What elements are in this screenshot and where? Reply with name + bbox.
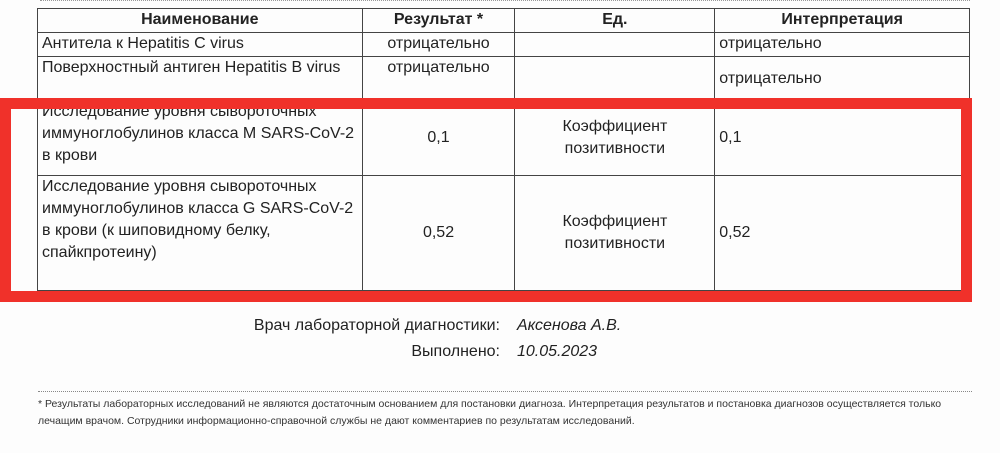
cell-interpretation: 0,52 xyxy=(714,175,970,291)
header-result: Результат * xyxy=(361,8,516,33)
cell-result: 0,52 xyxy=(361,175,516,291)
cell-result: 0,1 xyxy=(361,100,516,176)
cell-name: Исследование уровня сывороточных иммуног… xyxy=(37,175,363,291)
cell-result: отрицательно xyxy=(361,56,516,101)
header-interpretation: Интерпретация xyxy=(714,8,970,33)
header-unit: Ед. xyxy=(514,8,716,33)
top-divider xyxy=(40,0,970,4)
done-date: 10.05.2023 xyxy=(517,343,598,360)
cell-name: Поверхностный антиген Hepatitis B virus xyxy=(37,56,363,101)
cell-interpretation: отрицательно xyxy=(714,56,970,101)
cell-interpretation: отрицательно xyxy=(714,32,970,57)
cell-unit: Коэффициент позитивности xyxy=(514,100,716,176)
table-row: Поверхностный антиген Hepatitis B virus … xyxy=(37,56,970,101)
table-header: Наименование Результат * Ед. Интерпретац… xyxy=(37,8,970,33)
cell-unit xyxy=(514,32,716,57)
footnote: * Результаты лабораторных исследований н… xyxy=(38,398,942,427)
cell-name: Исследование уровня сывороточных иммуног… xyxy=(37,100,363,176)
cell-unit xyxy=(514,56,716,101)
footnote-divider xyxy=(38,391,972,392)
results-table: Наименование Результат * Ед. Интерпретац… xyxy=(37,8,970,291)
done-label: Выполнено: xyxy=(411,343,500,360)
header-name: Наименование xyxy=(37,8,363,33)
doctor-label: Врач лабораторной диагностики: xyxy=(253,317,500,334)
cell-unit: Коэффициент позитивности xyxy=(514,175,716,291)
cell-result: отрицательно xyxy=(361,32,516,57)
cell-interpretation: 0,1 xyxy=(714,100,970,176)
table-row: Исследование уровня сывороточных иммуног… xyxy=(37,175,970,291)
table-row: Исследование уровня сывороточных иммуног… xyxy=(37,100,970,176)
doctor-name: Аксенова А.В. xyxy=(517,317,622,334)
table-row: Антитела к Hepatitis C virus отрицательн… xyxy=(37,32,970,57)
cell-name: Антитела к Hepatitis C virus xyxy=(37,32,363,57)
